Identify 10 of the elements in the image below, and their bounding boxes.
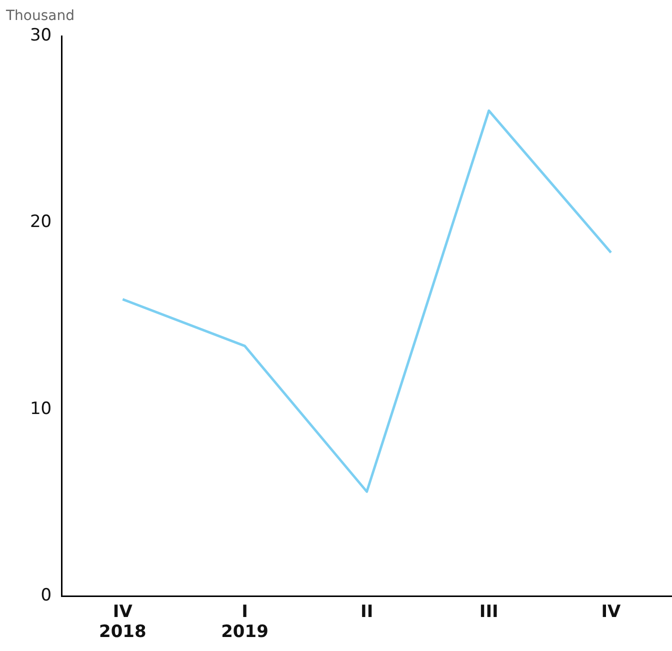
x-tick-label: II [360,602,374,622]
y-axis-title: Thousand [6,8,74,24]
y-tick-label: 0 [40,586,52,606]
y-tick-label: 20 [30,212,52,232]
x-tick-label: I 2019 [221,602,268,642]
x-tick-label: IV [601,602,622,622]
y-tick-label: 30 [30,25,52,46]
x-tick-label: IV 2018 [99,602,146,642]
x-tick-label: III [479,602,498,622]
y-tick-label: 10 [30,398,52,419]
